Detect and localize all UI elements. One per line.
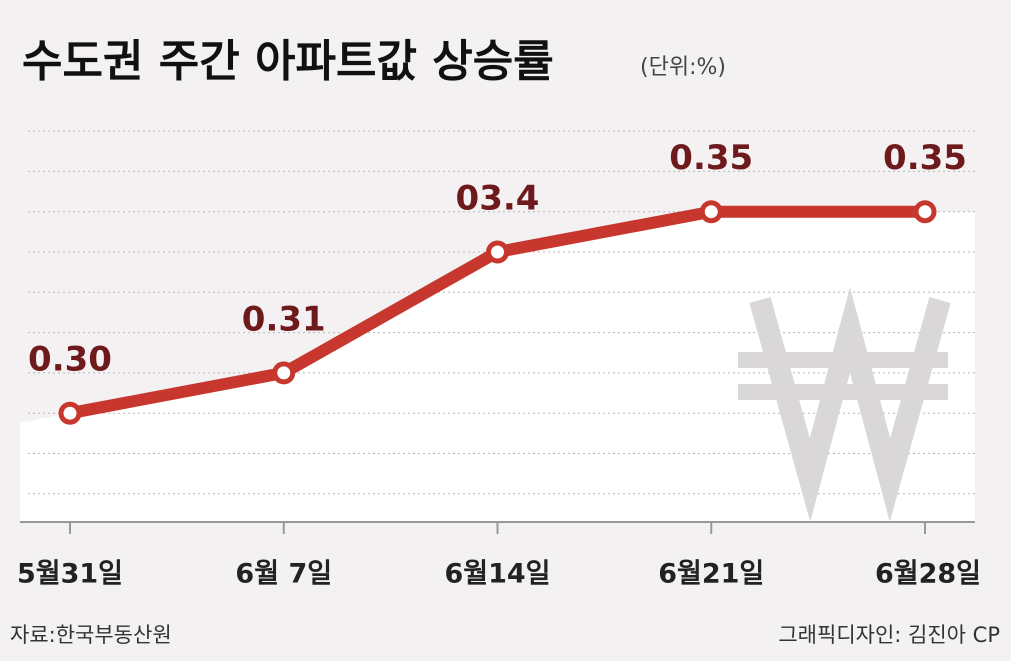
- area: [20, 211, 975, 522]
- x-tick-label: 6월14일: [444, 559, 550, 590]
- plot-area: 5월31일 6월 7일 6월14일 6월21일 6월28일 0.30 0.31 03.4 0.3…: [17, 130, 981, 590]
- unit-label: (단위:%): [640, 55, 726, 80]
- x-tick-label: 6월 7일: [235, 559, 332, 590]
- won-stroke: [749, 287, 951, 522]
- won-icon: [738, 287, 951, 522]
- value-label: 0.30: [28, 340, 112, 380]
- chart-title: 수도권 주간 아파트값 상승률: [22, 36, 554, 87]
- source: 자료:한국부동산원: [10, 623, 172, 647]
- point: [272, 361, 296, 385]
- x-tick-label: 6월28일: [875, 559, 981, 590]
- value-label: 0.35: [883, 138, 967, 178]
- point: [699, 200, 723, 224]
- point: [913, 200, 937, 224]
- point: [58, 401, 82, 425]
- x-tick-label: 6월21일: [658, 559, 764, 590]
- point: [486, 240, 509, 264]
- value-label: 03.4: [456, 179, 540, 219]
- value-label: 0.35: [669, 138, 753, 178]
- x-tick-label: 5월31일: [17, 559, 123, 590]
- value-label: 0.31: [242, 299, 326, 339]
- credit: 그래픽디자인: 김진아 CP: [778, 623, 1000, 647]
